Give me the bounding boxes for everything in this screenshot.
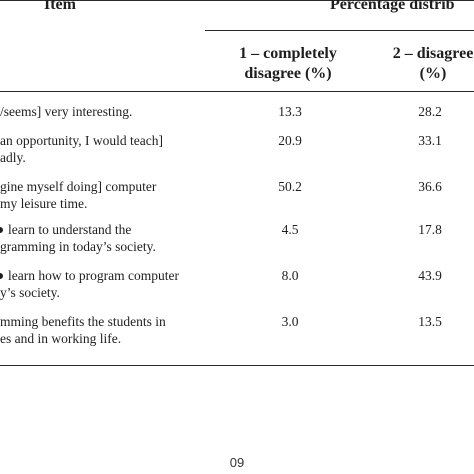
subheader-disagree-line1: 2 – disagree	[392, 45, 474, 62]
row-5-value-disagree: 43.9	[418, 268, 442, 283]
row-6-value-disagree: 13.5	[418, 314, 442, 329]
row-4-value-completely-disagree: 4.5	[281, 222, 299, 237]
subheader-disagree: 2 – disagree (%)	[378, 44, 474, 84]
subheader-completely-disagree-line1: 1 – completely	[239, 45, 337, 62]
row-6-item-line2: es and in working life.	[0, 331, 122, 346]
row-5-item-line2: y’s society.	[0, 285, 60, 300]
row-4-item-line1: learn to understand the	[8, 222, 132, 237]
row-2-value-disagree: 33.1	[418, 133, 442, 148]
percentage-distribution-header: Percentage distrib	[330, 0, 455, 13]
row-1-value-disagree: 28.2	[418, 104, 442, 119]
row-5-bullet-icon	[0, 273, 3, 279]
row-3-value-disagree: 36.6	[418, 179, 442, 194]
row-6-value-completely-disagree: 3.0	[281, 314, 299, 329]
item-column-header: Item	[44, 0, 76, 13]
top-rule	[0, 0, 474, 1]
row-6-item-line1: mming benefits the students in	[0, 314, 166, 329]
row-2-value-completely-disagree: 20.9	[278, 133, 302, 148]
row-3-value-completely-disagree: 50.2	[278, 179, 302, 194]
row-1-item-line1: /seems] very interesting.	[0, 104, 133, 119]
row-5-value-completely-disagree: 8.0	[281, 268, 299, 283]
row-2-item-line1: an opportunity, I would teach]	[0, 133, 163, 148]
row-4-value-disagree: 17.8	[418, 222, 442, 237]
row-3-item-line1: gine myself doing] computer	[0, 179, 157, 194]
table-bottom-rule	[0, 365, 474, 366]
row-1-value-completely-disagree: 13.3	[278, 104, 302, 119]
subheader-completely-disagree: 1 – completely disagree (%)	[218, 44, 358, 84]
row-2-item-line2: adly.	[0, 150, 26, 165]
row-4-bullet-icon	[0, 227, 3, 233]
header-bottom-rule	[0, 91, 474, 92]
row-3-item-line2: my leisure time.	[0, 196, 88, 211]
subheader-disagree-line2: (%)	[419, 65, 447, 82]
spanning-header-rule	[205, 30, 474, 31]
page-number: 09	[229, 455, 245, 470]
row-4-item-line2: gramming in today’s society.	[0, 239, 156, 254]
row-5-item-line1: learn how to program computer	[8, 268, 179, 283]
subheader-completely-disagree-line2: disagree (%)	[244, 65, 332, 82]
